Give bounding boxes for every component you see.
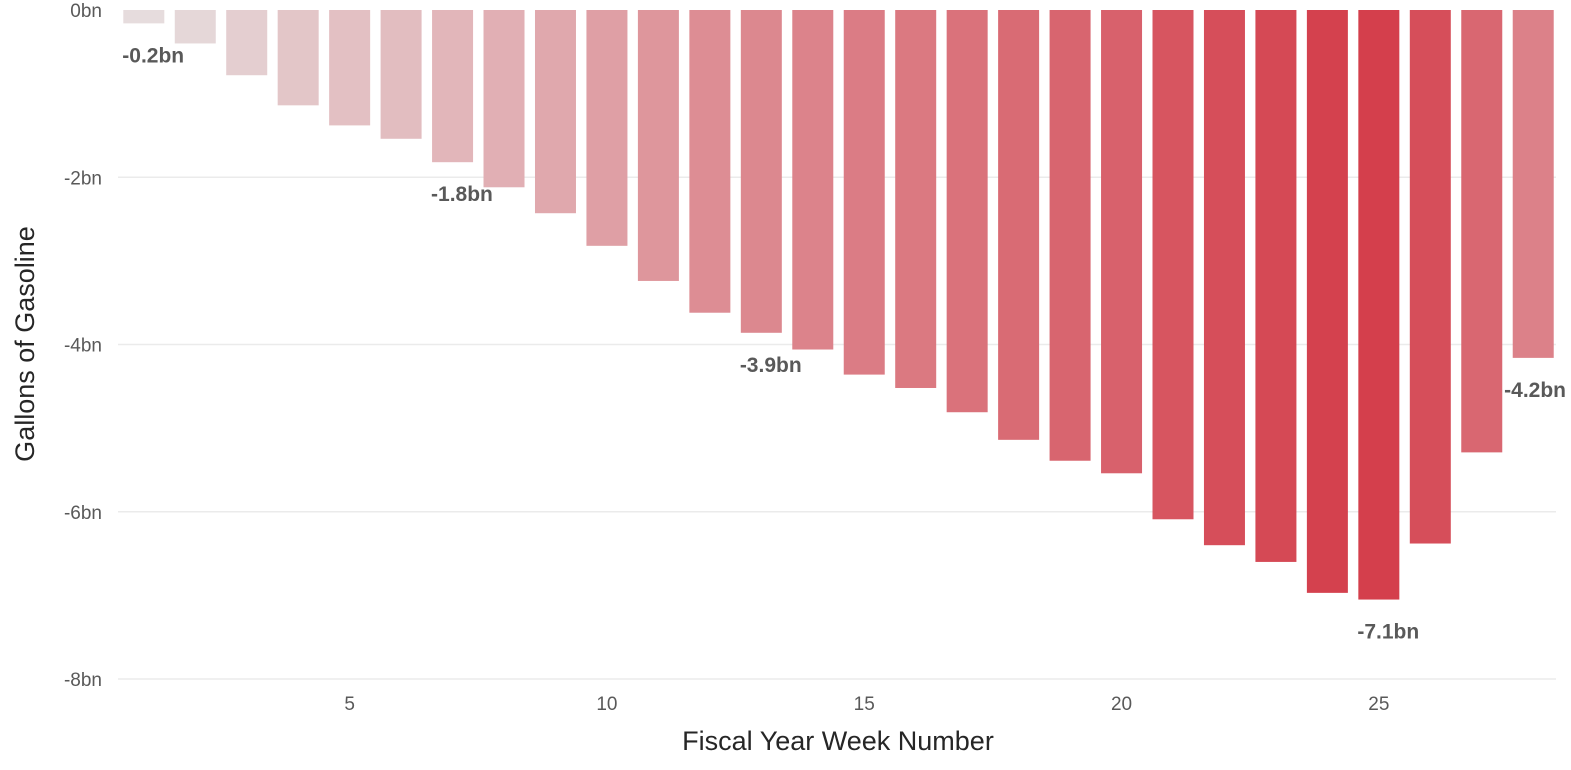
bar	[123, 10, 164, 23]
bar	[689, 10, 730, 313]
bar	[895, 10, 936, 388]
x-axis-ticks: 5 10 15 20 25	[344, 694, 1389, 715]
bar	[535, 10, 576, 213]
bar	[226, 10, 267, 75]
bar	[1358, 10, 1399, 600]
y-tick-label: -8bn	[64, 670, 102, 691]
bar	[1101, 10, 1142, 473]
data-label: -1.8bn	[431, 183, 493, 206]
y-tick-label: -6bn	[64, 503, 102, 524]
y-tick-label: -4bn	[64, 336, 102, 357]
bar	[1410, 10, 1451, 544]
bar	[432, 10, 473, 162]
bar	[1050, 10, 1091, 461]
bar	[1255, 10, 1296, 562]
bar	[484, 10, 525, 187]
bar	[381, 10, 422, 139]
y-tick-label: 0bn	[70, 1, 102, 22]
x-tick-label: 10	[596, 694, 617, 715]
x-tick-label: 15	[854, 694, 875, 715]
x-tick-label: 5	[344, 694, 355, 715]
bar	[998, 10, 1039, 440]
bar	[1307, 10, 1348, 593]
bar	[278, 10, 319, 105]
x-tick-label: 20	[1111, 694, 1132, 715]
y-axis-ticks: 0bn -2bn -4bn -6bn -8bn	[64, 1, 102, 691]
bar	[1513, 10, 1554, 358]
bar	[844, 10, 885, 375]
data-label: -0.2bn	[122, 44, 184, 67]
data-label: -4.2bn	[1504, 379, 1566, 402]
data-label: -7.1bn	[1357, 621, 1419, 644]
bar	[638, 10, 679, 281]
y-tick-label: -2bn	[64, 168, 102, 189]
bar	[1153, 10, 1194, 519]
bar	[1461, 10, 1502, 452]
bar	[947, 10, 988, 412]
y-axis-title: Gallons of Gasoline	[10, 226, 40, 462]
bar	[741, 10, 782, 333]
bar	[586, 10, 627, 246]
x-axis-title: Fiscal Year Week Number	[682, 726, 994, 756]
bar	[175, 10, 216, 43]
bar	[1204, 10, 1245, 545]
data-label: -3.9bn	[740, 354, 802, 377]
bar	[329, 10, 370, 125]
x-tick-label: 25	[1368, 694, 1389, 715]
bar	[792, 10, 833, 350]
